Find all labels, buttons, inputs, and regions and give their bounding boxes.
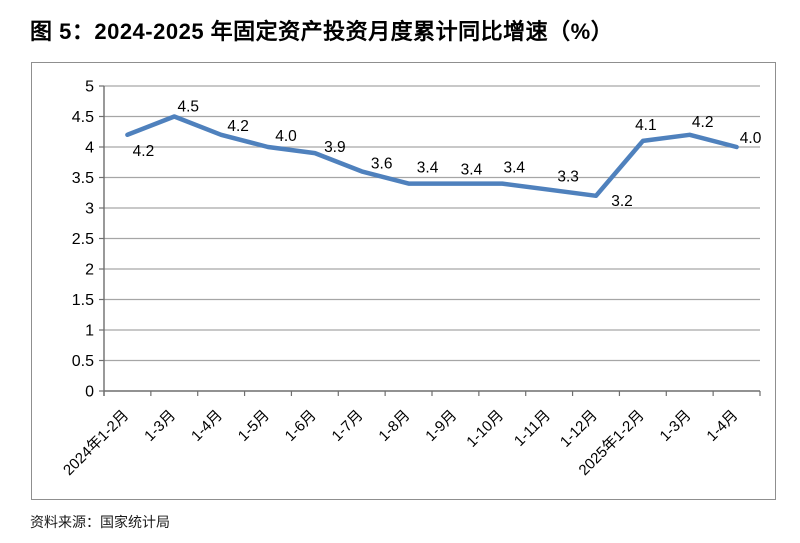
x-axis-label: 1-7月 <box>329 407 367 445</box>
y-axis-label: 3.5 <box>72 170 94 187</box>
data-point-label: 3.9 <box>324 139 346 156</box>
data-line <box>125 114 739 199</box>
y-axis-label: 0.5 <box>72 353 94 370</box>
y-axis-label: 5 <box>85 79 94 96</box>
x-axis-label: 1-9月 <box>422 407 460 445</box>
data-point-label: 3.4 <box>417 160 439 177</box>
y-axis-label: 4.5 <box>72 109 94 126</box>
y-axis-label: 0 <box>85 384 94 401</box>
data-point-label: 3.2 <box>611 193 633 210</box>
figure-title: 图 5：2024-2025 年固定资产投资月度累计同比增速（%） <box>30 19 614 44</box>
y-axis-label: 3 <box>85 201 94 218</box>
data-point-label: 4.2 <box>227 118 249 135</box>
chart-frame: 0 0.5 1 1.5 2 2.5 3 3.5 4 4.5 5 2024年1-2月 1-3月 1-4月 1-… <box>31 62 776 500</box>
x-axis-label: 1-4月 <box>188 407 226 445</box>
x-axis-label: 1-5月 <box>235 407 273 445</box>
x-axis-label: 1-8月 <box>375 407 413 445</box>
y-axis-label: 1.5 <box>72 292 94 309</box>
x-axis-label: 1-6月 <box>282 407 320 445</box>
data-point-label: 4.2 <box>133 143 155 160</box>
x-axis-label: 1-3月 <box>141 407 179 445</box>
x-axis-label: 1-10月 <box>463 407 507 451</box>
y-axis-label: 1 <box>85 323 94 340</box>
x-axis-label: 1-3月 <box>657 407 695 445</box>
x-axis-label: 1-4月 <box>703 407 741 445</box>
x-axis-label: 1-11月 <box>511 407 554 450</box>
x-axis-label: 2024年1-2月 <box>60 407 132 479</box>
data-point-label: 4.0 <box>275 128 297 145</box>
data-point-label: 4.5 <box>178 99 200 116</box>
data-point-label: 3.6 <box>371 155 393 172</box>
x-axis-label: 1-12月 <box>557 407 601 451</box>
data-point-label: 4.0 <box>740 130 762 147</box>
data-point-label: 4.1 <box>635 117 657 134</box>
data-point-label: 3.3 <box>557 169 579 186</box>
data-point-label: 4.2 <box>692 114 714 131</box>
y-axis-label: 2.5 <box>72 231 94 248</box>
data-point-label: 3.4 <box>504 160 526 177</box>
source-note: 资料来源：国家统计局 <box>30 514 170 530</box>
y-axis-label: 2 <box>85 262 94 279</box>
y-axis-label: 4 <box>85 140 94 157</box>
data-point-label: 3.4 <box>461 162 483 179</box>
